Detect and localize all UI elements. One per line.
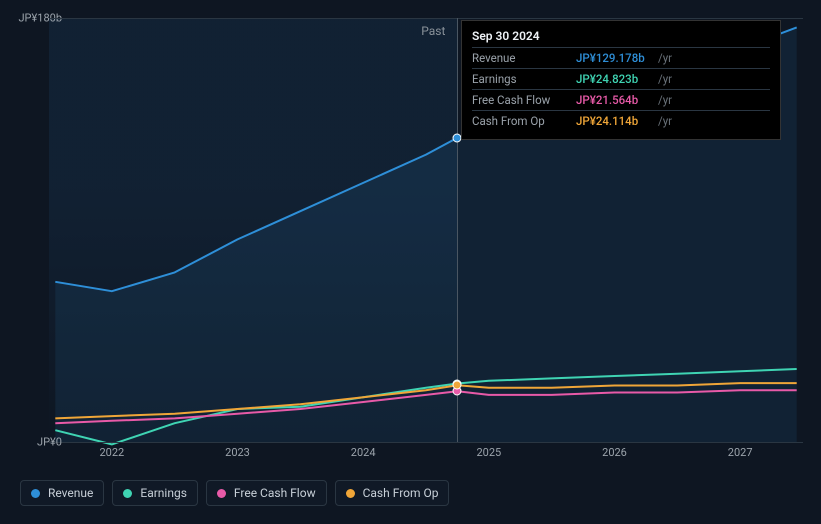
tooltip-unit: /yr: [658, 72, 672, 86]
legend-item-revenue[interactable]: Revenue: [20, 480, 104, 506]
x-axis-label: 2027: [728, 446, 753, 459]
legend-label: Revenue: [48, 486, 93, 500]
legend-label: Free Cash Flow: [234, 486, 316, 500]
cfo-marker: [453, 381, 462, 390]
tooltip-row: Cash From OpJP¥24.114b/yr: [472, 110, 770, 131]
tooltip-value: JP¥21.564b: [576, 93, 658, 107]
tooltip-unit: /yr: [658, 114, 672, 128]
legend-item-fcf[interactable]: Free Cash Flow: [206, 480, 327, 506]
tooltip-row: RevenueJP¥129.178b/yr: [472, 47, 770, 68]
cfo-dot-icon: [346, 489, 355, 498]
x-axis-label: 2025: [476, 446, 501, 459]
fcf-dot-icon: [217, 489, 226, 498]
tooltip-label: Free Cash Flow: [472, 93, 576, 107]
revenue-dot-icon: [31, 489, 40, 498]
legend-label: Earnings: [140, 486, 187, 500]
tooltip: Sep 30 2024 RevenueJP¥129.178b/yrEarning…: [461, 20, 781, 140]
tooltip-unit: /yr: [658, 51, 672, 65]
x-axis-label: 2022: [99, 446, 124, 459]
past-label: Past: [413, 18, 453, 44]
legend: Revenue Earnings Free Cash Flow Cash From O…: [20, 480, 449, 506]
tooltip-label: Revenue: [472, 51, 576, 65]
x-axis-label: 2023: [225, 446, 250, 459]
tooltip-date: Sep 30 2024: [472, 29, 770, 43]
legend-label: Cash From Op: [363, 486, 439, 500]
legend-item-cfo[interactable]: Cash From Op: [335, 480, 450, 506]
tooltip-row: EarningsJP¥24.823b/yr: [472, 68, 770, 89]
legend-item-earnings[interactable]: Earnings: [112, 480, 198, 506]
x-axis-label: 2024: [351, 446, 376, 459]
gridline: [49, 442, 803, 443]
x-axis-label: 2026: [602, 446, 627, 459]
y-axis-label: JP¥0: [37, 436, 62, 449]
tooltip-value: JP¥24.114b: [576, 114, 658, 128]
earnings-dot-icon: [123, 489, 132, 498]
tooltip-label: Cash From Op: [472, 114, 576, 128]
tooltip-value: JP¥24.823b: [576, 72, 658, 86]
tooltip-unit: /yr: [658, 93, 672, 107]
tooltip-row: Free Cash FlowJP¥21.564b/yr: [472, 89, 770, 110]
tooltip-label: Earnings: [472, 72, 576, 86]
tooltip-value: JP¥129.178b: [576, 51, 658, 65]
